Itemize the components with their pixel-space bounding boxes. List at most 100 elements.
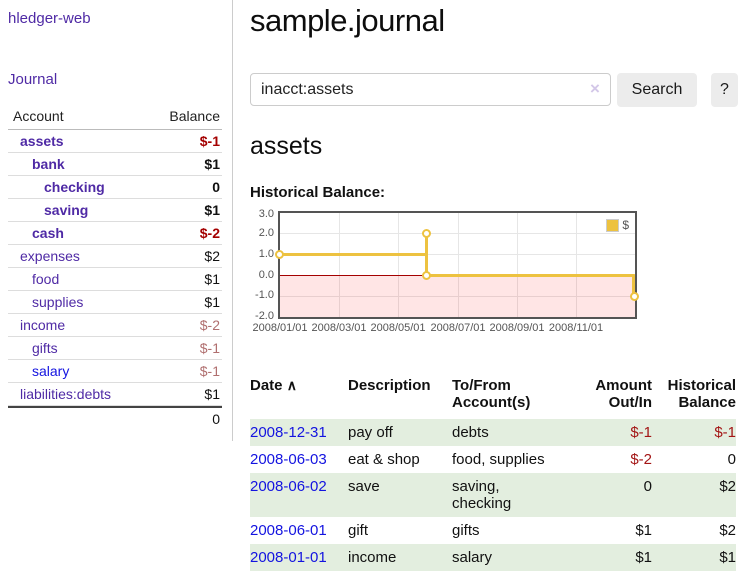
account-link[interactable]: bank <box>32 156 65 172</box>
gridline <box>280 233 635 234</box>
chart-title: Historical Balance: <box>250 184 386 201</box>
account-row-expenses[interactable]: expenses $2 <box>8 245 222 268</box>
transaction-date-link[interactable]: 2008-06-01 <box>250 522 327 539</box>
transaction-date-link[interactable]: 2008-06-03 <box>250 451 327 468</box>
account-row-assets[interactable]: assets $-1 <box>8 130 222 153</box>
legend-swatch <box>606 218 620 232</box>
plot-area[interactable]: $ <box>275 211 639 319</box>
account-row-cash[interactable]: cash $-2 <box>8 222 222 245</box>
account-balance: $-1 <box>199 133 220 149</box>
account-balance: $1 <box>204 156 220 172</box>
account-link[interactable]: income <box>20 317 66 333</box>
table-row[interactable]: 2008-06-01 gift gifts $1 $2 <box>250 517 736 544</box>
main-content: sample.journal × Search ? assets Histori… <box>250 0 740 571</box>
y-tick: 2.0 <box>258 227 274 239</box>
clear-search-icon[interactable]: × <box>590 79 600 98</box>
account-balance: $-1 <box>199 363 220 379</box>
account-link[interactable]: liabilities:debts <box>20 386 112 402</box>
y-tick: 0.0 <box>258 269 274 281</box>
series-segment <box>280 253 428 256</box>
table-row[interactable]: 2008-01-01 income salary $1 $1 <box>250 544 736 571</box>
table-row[interactable]: 2008-06-03 eat & shop food, supplies $-2… <box>250 446 736 473</box>
data-point[interactable] <box>422 229 431 238</box>
y-tick: -1.0 <box>255 289 274 301</box>
data-point[interactable] <box>630 292 639 301</box>
account-link[interactable]: expenses <box>20 248 80 264</box>
transaction-accounts: saving, checking <box>452 478 512 512</box>
search-input[interactable] <box>250 73 611 106</box>
account-row-saving[interactable]: saving $1 <box>8 199 222 222</box>
transaction-accounts: debts <box>452 424 489 441</box>
account-row-food[interactable]: food $1 <box>8 268 222 291</box>
account-link[interactable]: gifts <box>32 340 58 356</box>
transaction-balance: $-1 <box>714 424 736 441</box>
gridline <box>517 213 518 317</box>
help-button[interactable]: ? <box>711 73 738 107</box>
account-row-income[interactable]: income $-2 <box>8 314 222 337</box>
gridline <box>280 296 635 297</box>
transaction-amount: $-1 <box>630 424 652 441</box>
account-link[interactable]: saving <box>44 202 89 218</box>
account-row-checking[interactable]: checking 0 <box>8 176 222 199</box>
header-date-label: Date <box>250 377 283 394</box>
gridline <box>280 254 635 255</box>
data-point[interactable] <box>422 271 431 280</box>
negative-region <box>280 276 635 317</box>
account-link[interactable]: supplies <box>32 294 84 310</box>
table-row[interactable]: 2008-06-02 save saving, checking 0 $2 <box>250 473 736 517</box>
y-tick: 1.0 <box>258 248 274 260</box>
account-balance: $1 <box>204 386 220 402</box>
gridline <box>576 213 577 317</box>
transaction-amount: $-2 <box>630 451 652 468</box>
transaction-date-link[interactable]: 2008-12-31 <box>250 424 327 441</box>
accounts-tree: Account Balance assets $-1 bank $1 check… <box>8 105 222 430</box>
accounts-header-account: Account <box>13 108 64 124</box>
transaction-amount: $1 <box>635 522 652 539</box>
account-row-liabilities-debts[interactable]: liabilities:debts $1 <box>8 383 222 406</box>
series-segment <box>425 232 428 278</box>
header-amount: Amount Out/In <box>595 377 652 411</box>
transaction-description: gift <box>348 522 369 539</box>
transaction-balance: $2 <box>719 522 736 539</box>
transaction-date-link[interactable]: 2008-06-02 <box>250 478 327 495</box>
brand-link[interactable]: hledger-web <box>8 10 91 27</box>
header-description: Description <box>348 377 431 394</box>
search-bar: × Search ? <box>250 73 740 107</box>
transaction-description: save <box>348 478 380 495</box>
accounts-total-value: 0 <box>212 411 220 427</box>
y-tick: 3.0 <box>258 208 274 220</box>
account-balance: $1 <box>204 202 220 218</box>
header-date[interactable]: Date ∧ <box>250 375 348 419</box>
account-link[interactable]: checking <box>44 179 105 195</box>
account-row-gifts[interactable]: gifts $-1 <box>8 337 222 360</box>
transaction-balance: 0 <box>727 451 736 468</box>
account-balance: $1 <box>204 271 220 287</box>
account-link[interactable]: food <box>32 271 60 287</box>
data-point[interactable] <box>275 250 284 259</box>
account-row-bank[interactable]: bank $1 <box>8 153 222 176</box>
chart-legend: $ <box>604 217 631 233</box>
account-link[interactable]: cash <box>32 225 64 241</box>
transaction-amount: $1 <box>635 549 652 566</box>
page-title: sample.journal <box>250 3 445 38</box>
accounts-header-balance: Balance <box>169 108 220 124</box>
transaction-accounts: food, supplies <box>452 451 545 468</box>
account-row-supplies[interactable]: supplies $1 <box>8 291 222 314</box>
account-link[interactable]: salary <box>32 363 70 379</box>
table-row[interactable]: 2008-12-31 pay off debts $-1 $-1 <box>250 419 736 446</box>
header-balance: Historical Balance <box>667 377 736 411</box>
account-balance: 0 <box>212 179 220 195</box>
sort-asc-icon[interactable]: ∧ <box>286 377 297 393</box>
accounts-tree-header: Account Balance <box>8 105 222 130</box>
series-segment <box>425 274 635 277</box>
gridline <box>339 213 340 317</box>
sidebar-item-journal[interactable]: Journal <box>8 71 58 88</box>
x-tick: 2008/11/01 <box>548 322 604 334</box>
account-link[interactable]: assets <box>20 133 64 149</box>
search-button[interactable]: Search <box>617 73 697 107</box>
legend-label: $ <box>622 218 629 232</box>
gridline <box>458 213 459 317</box>
transaction-balance: $1 <box>719 549 736 566</box>
transaction-date-link[interactable]: 2008-01-01 <box>250 549 327 566</box>
account-row-salary[interactable]: salary $-1 <box>8 360 222 383</box>
